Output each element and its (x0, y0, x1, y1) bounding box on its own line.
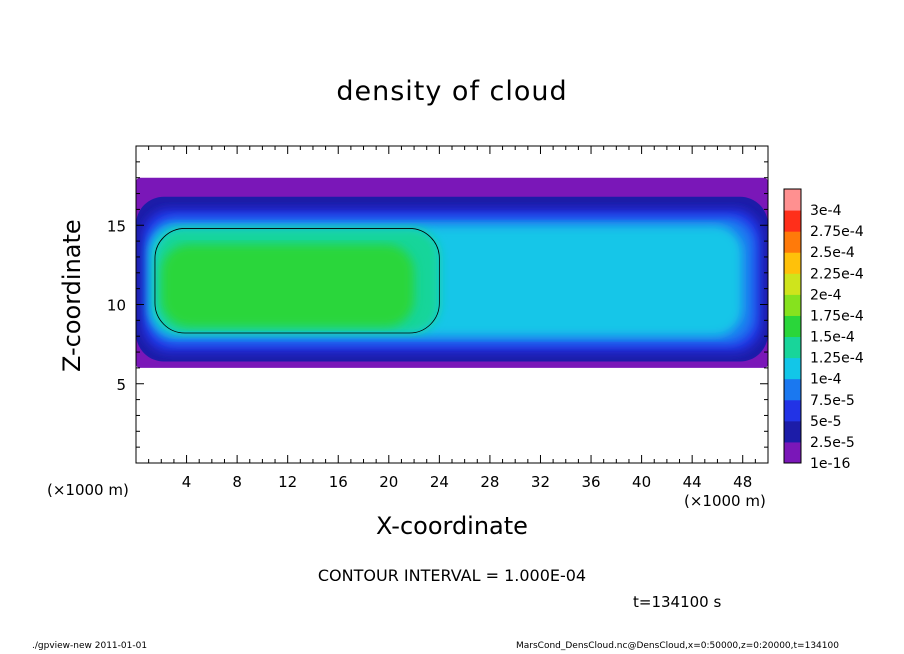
y-tick-label: 5 (116, 376, 126, 394)
colorbar-swatch (784, 441, 801, 464)
x-tick-label: 16 (329, 473, 348, 491)
colorbar-swatch (784, 399, 801, 422)
y-tick-label: 15 (107, 217, 126, 235)
footer-source: MarsCond_DensCloud.nc@DensCloud,x=0:5000… (516, 641, 839, 651)
contour-line (154, 228, 440, 334)
colorbar-swatch (784, 315, 801, 338)
contour-interval-text: CONTOUR INTERVAL = 1.000E-04 (317, 566, 587, 585)
chart-title: density of cloud (336, 76, 568, 107)
x-tick-label: 24 (430, 473, 449, 491)
footer-program-date: ./gpview-new 2011-01-01 (32, 641, 148, 651)
colorbar-swatch (784, 252, 801, 274)
colorbar-swatch (784, 210, 801, 232)
density-region-6 (161, 244, 415, 327)
x-axis-label: X-coordinate (376, 512, 528, 540)
y-axis-label: Z-coordinate (58, 219, 86, 372)
x-tick-label: 48 (733, 473, 752, 491)
colorbar-swatch (784, 357, 801, 380)
colorbar-label: 1e-4 (810, 372, 842, 388)
colorbar-label: 1.25e-4 (810, 351, 864, 367)
colorbar-label: 1e-16 (810, 456, 850, 472)
colorbar-label: 3e-4 (810, 203, 842, 219)
colorbar-swatch (784, 336, 801, 359)
y-tick-label: 10 (107, 297, 126, 315)
colorbar-label: 1.5e-4 (810, 330, 855, 346)
x-tick-label: 40 (632, 473, 651, 491)
colorbar-swatch (784, 231, 801, 253)
x-tick-label: 36 (581, 473, 600, 491)
x-tick-label: 44 (683, 473, 702, 491)
x-tick-label: 20 (379, 473, 398, 491)
x-tick-label: 12 (278, 473, 297, 491)
colorbar-swatch (784, 420, 801, 443)
colorbar-swatch (784, 273, 801, 295)
density-field (136, 177, 768, 368)
contour-lines (154, 228, 440, 334)
x-unit-label: (×1000 m) (47, 481, 129, 499)
colorbar-label: 7.5e-5 (810, 393, 855, 409)
colorbar-frame (783, 188, 802, 464)
colorbar-label: 2.75e-4 (810, 224, 864, 240)
colorbar: 1e-16 2.5e-5 5e-5 7.5e-5 1e-4 1.25e-4 1.5e-4 1.… (783, 188, 864, 472)
colorbar-swatch (784, 294, 801, 316)
colorbar-swatch (784, 189, 801, 211)
colorbar-label: 1.75e-4 (810, 308, 864, 324)
colorbar-label: 2.5e-4 (810, 245, 855, 261)
colorbar-label: 2.25e-4 (810, 266, 864, 282)
x-tick-label: 32 (531, 473, 550, 491)
x-tick-label: 28 (480, 473, 499, 491)
y-axis: 5 10 15 (107, 145, 768, 464)
colorbar-swatch (784, 378, 801, 401)
colorbar-label: 2.5e-5 (810, 435, 855, 451)
colorbar-label: 2e-4 (810, 287, 842, 303)
time-label: t=134100 s (633, 593, 722, 611)
x-tick-label: 8 (232, 473, 242, 491)
x-axis: 4 8 12 16 20 24 28 32 36 40 44 48 (135, 146, 769, 491)
x-unit-label-right: (×1000 m) (684, 492, 766, 510)
colorbar-label: 5e-5 (810, 414, 841, 430)
x-tick-label: 4 (182, 473, 192, 491)
